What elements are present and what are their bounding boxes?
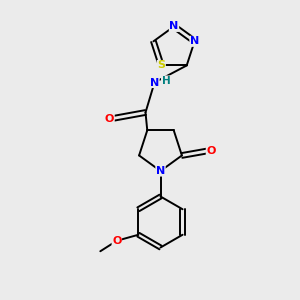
Text: O: O [206, 146, 216, 156]
Text: S: S [157, 61, 165, 70]
Text: O: O [105, 113, 114, 124]
Text: O: O [112, 236, 122, 246]
Text: H: H [161, 76, 170, 86]
Text: N: N [169, 21, 178, 32]
Text: N: N [156, 166, 165, 176]
Text: N: N [190, 36, 199, 46]
Text: N: N [150, 77, 159, 88]
